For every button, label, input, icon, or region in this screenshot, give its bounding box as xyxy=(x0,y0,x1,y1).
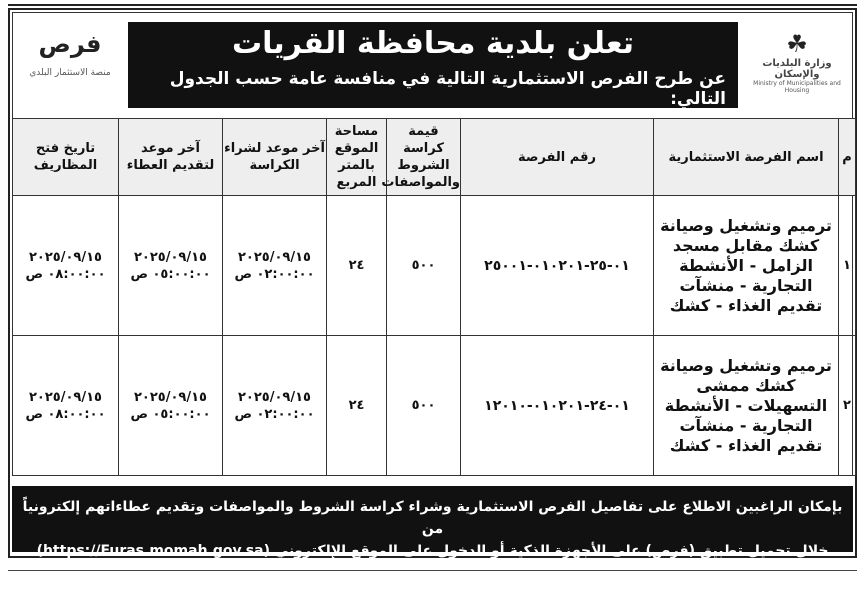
ministry-logo: ☘ وزارة البلديات والإسكان Ministry of Mu… xyxy=(741,22,853,108)
ministry-name: وزارة البلديات والإسكان xyxy=(762,58,832,80)
booklet-deadline: ٢٠٢٥/٠٩/١٥ ٠٢:٠٠:٠٠ ص xyxy=(222,335,327,476)
bottom-rule xyxy=(8,570,857,571)
subtitle: عن طرح الفرص الاستثمارية التالية في مناف… xyxy=(169,69,726,109)
col-header: آخر موعد لشراء الكراسة xyxy=(222,118,327,196)
col-header: اسم الفرصة الاستثمارية xyxy=(653,118,839,196)
ad-frame xyxy=(8,8,857,558)
top-rule xyxy=(8,4,857,6)
envelope-opening: ٢٠٢٥/٠٩/١٥ ٠٨:٠٠:٠٠ ص xyxy=(12,195,119,336)
footer-notice: بإمكان الراغبين الاطلاع على تفاصيل الفرص… xyxy=(12,486,853,559)
bid-deadline: ٢٠٢٥/٠٩/١٥ ٠٥:٠٠:٠٠ ص xyxy=(118,195,223,336)
envelope-opening: ٢٠٢٥/٠٩/١٥ ٠٨:٠٠:٠٠ ص xyxy=(12,335,119,476)
booklet-value: ٥٠٠ xyxy=(386,195,461,336)
booklet-deadline: ٢٠٢٥/٠٩/١٥ ٠٢:٠٠:٠٠ ص xyxy=(222,195,327,336)
opportunity-name: ترميم وتشغيل وصيانة كشك مقابل مسجد الزام… xyxy=(653,195,839,336)
opportunity-id: ٠١-٢٤-٠١٠٢٠١-١٢٠١٠ xyxy=(460,335,654,476)
opportunity-name: ترميم وتشغيل وصيانة كشك ممشى التسهيلات -… xyxy=(653,335,839,476)
opportunities-table: م اسم الفرصة الاستثمارية رقم الفرصة قيمة… xyxy=(12,118,856,476)
col-header: قيمة كراسة الشروط والمواصفات xyxy=(381,118,461,196)
palm-swords-emblem-icon: ☘ xyxy=(786,30,808,58)
bid-deadline: ٢٠٢٥/٠٩/١٥ ٠٥:٠٠:٠٠ ص xyxy=(118,335,223,476)
col-header: مساحة الموقع بالمتر المربع xyxy=(326,118,387,196)
page-title: تعلن بلدية محافظة القريات xyxy=(231,26,635,61)
col-header: م xyxy=(838,118,856,196)
header-band: تعلن بلدية محافظة القريات عن طرح الفرص ا… xyxy=(128,22,738,109)
table-row: ٢ ترميم وتشغيل وصيانة كشك ممشى التسهيلات… xyxy=(12,335,856,476)
table-row: ١ ترميم وتشغيل وصيانة كشك مقابل مسجد الز… xyxy=(12,195,856,336)
col-header: رقم الفرصة xyxy=(460,118,654,196)
booklet-value: ٥٠٠ xyxy=(386,335,461,476)
site-area: ٢٤ xyxy=(326,335,387,476)
table-header-row: م اسم الفرصة الاستثمارية رقم الفرصة قيمة… xyxy=(12,118,856,196)
site-area: ٢٤ xyxy=(326,195,387,336)
col-header: آخر موعد لتقديم العطاء xyxy=(118,118,223,196)
furas-logo: فرص منصة الاستثمار البلدي xyxy=(29,30,111,78)
col-header: تاريخ فتح المظاريف xyxy=(12,118,119,196)
opportunity-id: ٠١-٢٥-٠١٠٢٠١-٢٥٠٠١ xyxy=(460,195,654,336)
